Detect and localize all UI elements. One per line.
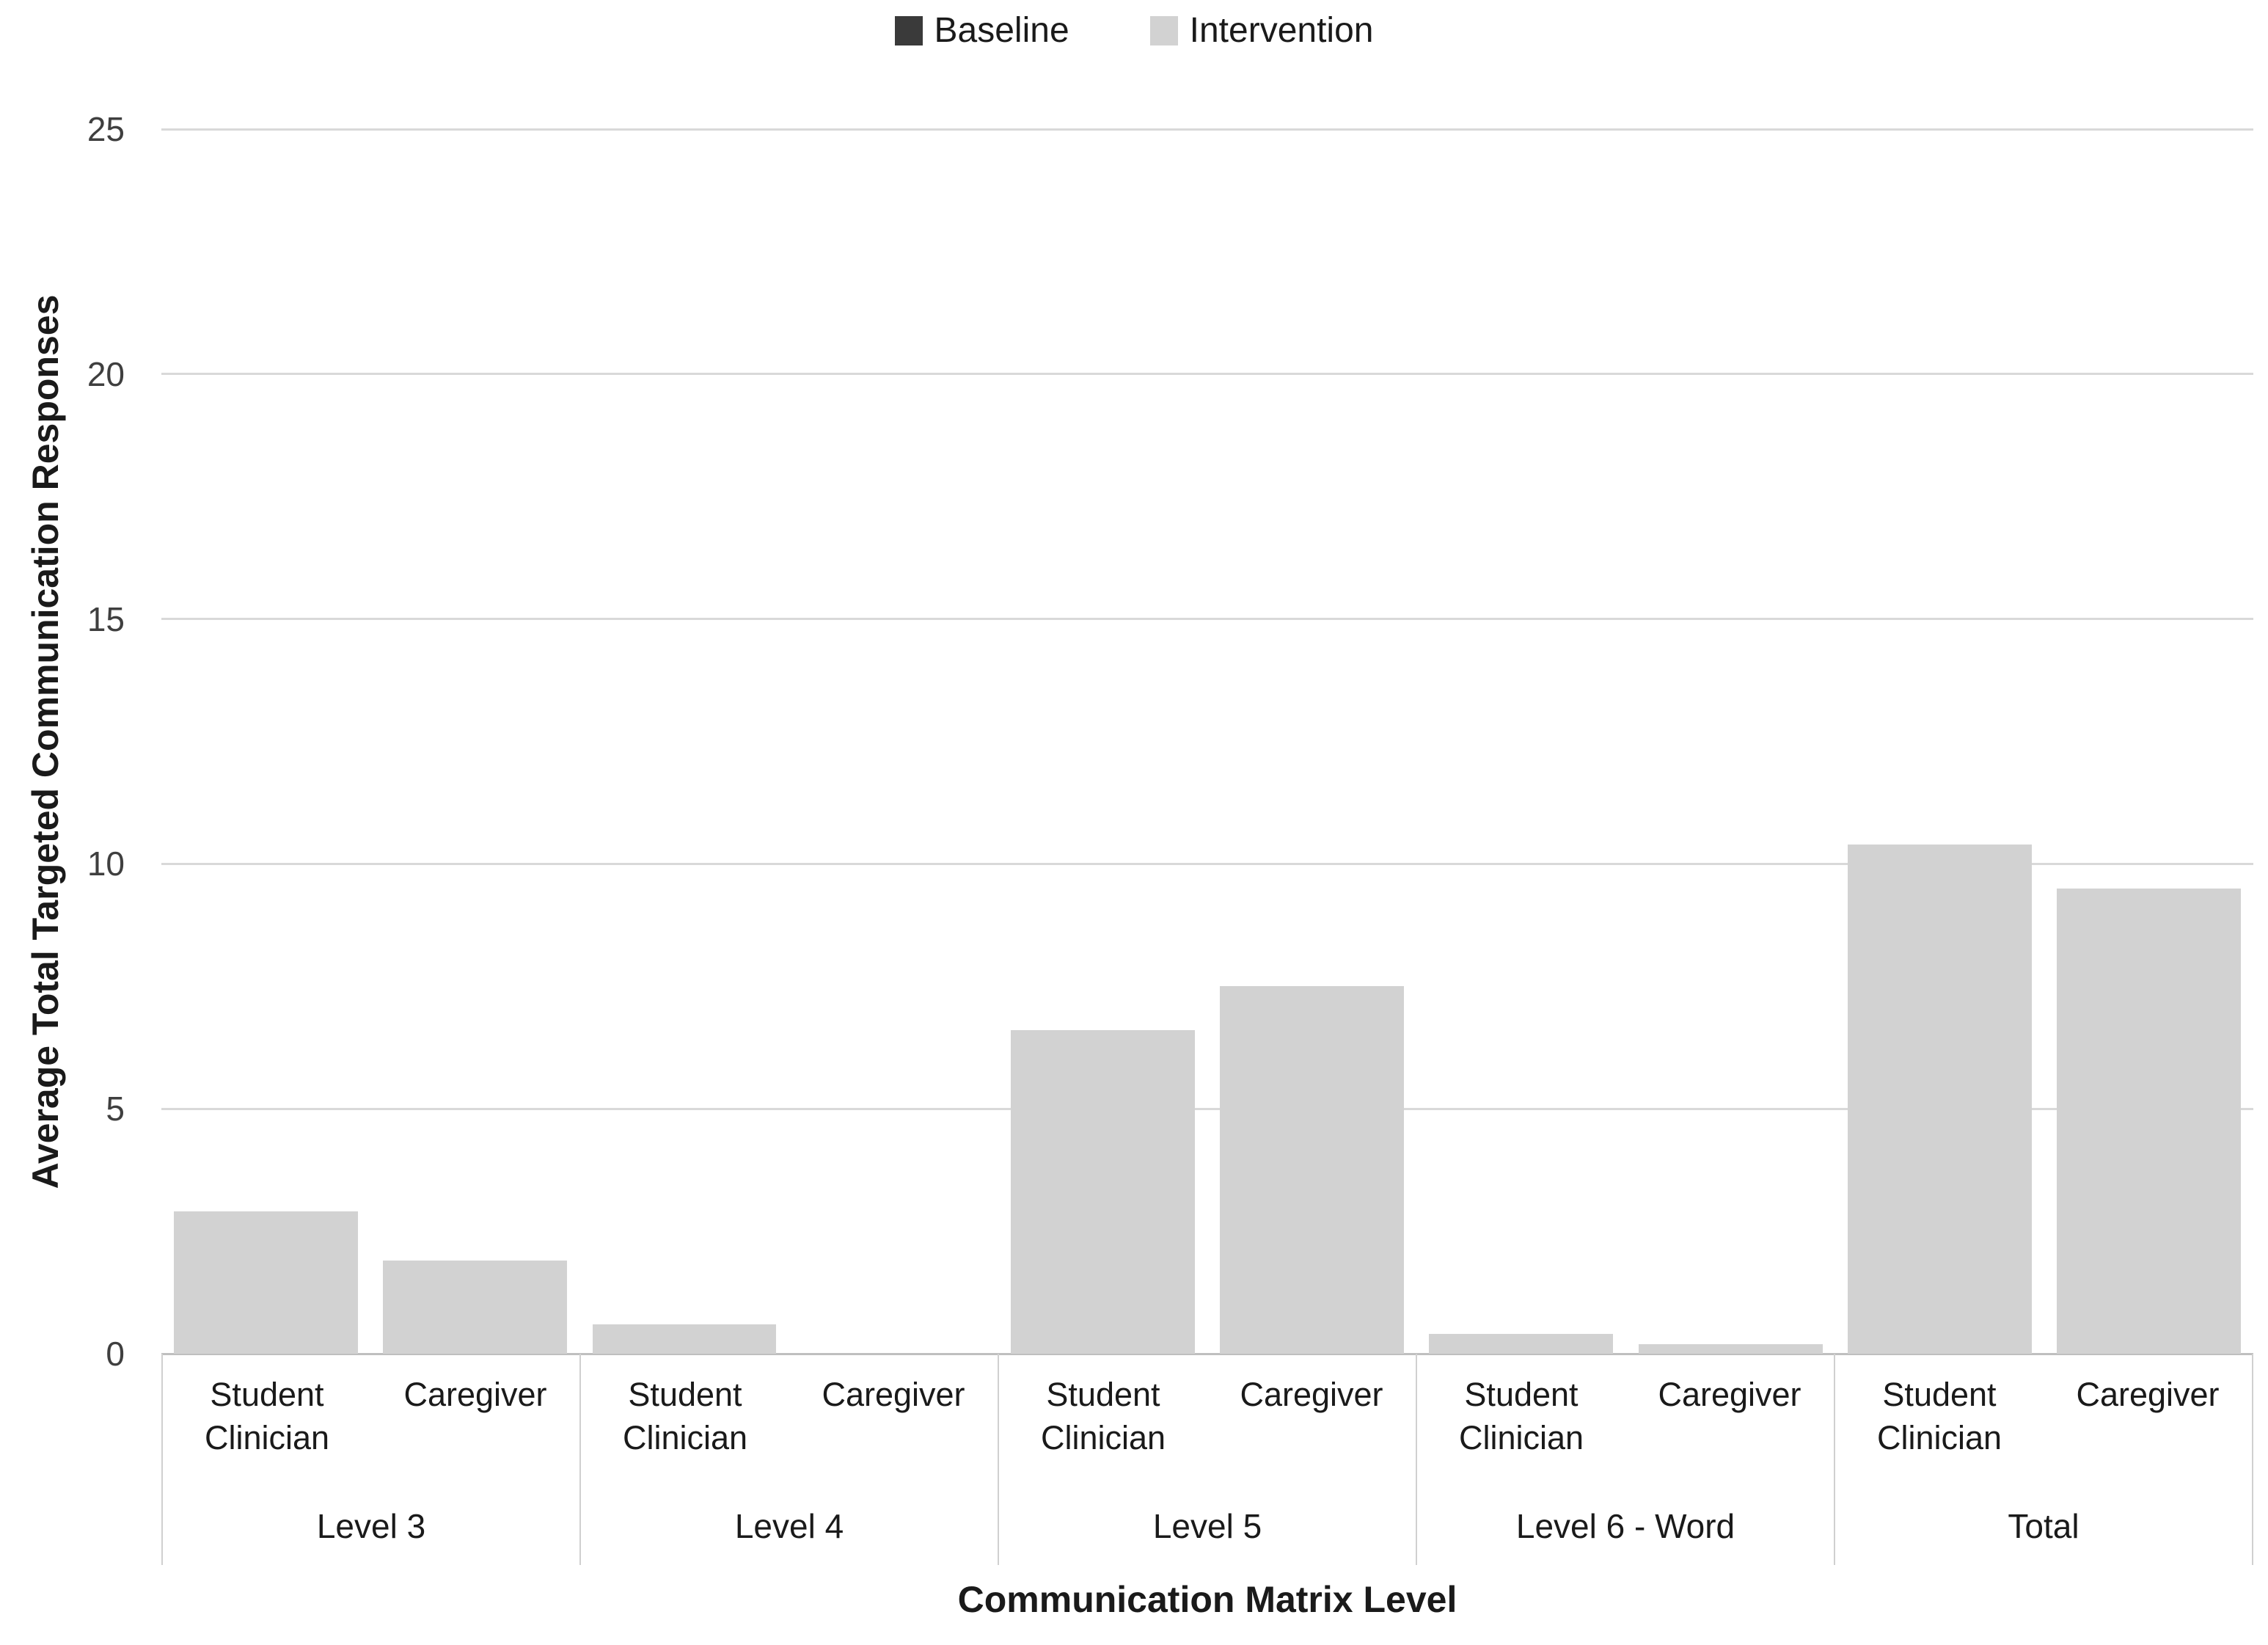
bars-layer (161, 129, 2253, 1354)
category-label-level-6-word-caregiver: Caregiver (1658, 1376, 1801, 1413)
y-tick-label-10: 10 (87, 845, 125, 883)
legend-label: Baseline (934, 11, 1069, 50)
legend-label: Intervention (1189, 11, 1374, 50)
bar-slot-level-6-word-caregiver (1625, 129, 1834, 1354)
bar-slot-level-4-caregiver (789, 129, 998, 1354)
bar-slot-level-6-word-student-clinician (1416, 129, 1625, 1354)
category-label-total-caregiver: Caregiver (2076, 1376, 2220, 1413)
bar-slot-level-5-student-clinician (998, 129, 1207, 1354)
bar-level-3-caregiver-intervention (383, 1261, 568, 1354)
bar-group-level-5 (998, 129, 1416, 1354)
category-label-level-4-student-clinician: Student Clinician (622, 1376, 748, 1457)
group-label-level-4: Level 4 (734, 1507, 844, 1545)
category-label-level-5-caregiver: Caregiver (1240, 1376, 1383, 1413)
bar-level-6-word-caregiver-intervention (1638, 1343, 1823, 1354)
category-label-level-5-student-clinician: Student Clinician (1040, 1376, 1166, 1457)
group-label-level-3: Level 3 (316, 1507, 426, 1545)
bar-group-total (1835, 129, 2253, 1354)
bar-slot-level-4-student-clinician (579, 129, 789, 1354)
bar-group-level-3 (161, 129, 579, 1354)
y-tick-label-25: 25 (87, 110, 125, 148)
category-label-level-3-student-clinician: Student Clinician (204, 1376, 330, 1457)
bar-level-3-student-clinician-intervention (174, 1211, 359, 1354)
bar-level-5-student-clinician-intervention (1010, 1030, 1195, 1354)
bar-slot-total-student-clinician (1835, 129, 2044, 1354)
gridline-25 (161, 128, 2253, 131)
group-label-total: Total (2008, 1507, 2079, 1545)
gridline-15 (161, 618, 2253, 621)
band-subrow: Student Clinician Caregiver (1835, 1354, 2252, 1498)
x-axis-line (161, 1352, 2253, 1355)
intervention-swatch-icon (1149, 15, 1178, 45)
bar-level-4-student-clinician-intervention (592, 1324, 777, 1354)
bar-total-caregiver-intervention (2056, 888, 2241, 1354)
group-label-level-5: Level 5 (1152, 1507, 1262, 1545)
band-group-level-5: Student Clinician Caregiver Level 5 (998, 1354, 1416, 1565)
category-label-level-4-caregiver: Caregiver (822, 1376, 965, 1413)
bar-total-student-clinician-intervention (1847, 844, 2032, 1354)
bar-level-6-word-student-clinician-intervention (1429, 1334, 1614, 1354)
category-label-level-3-caregiver: Caregiver (403, 1376, 547, 1413)
category-label-level-6-word-student-clinician: Student Clinician (1458, 1376, 1584, 1457)
bar-group-level-6-word (1416, 129, 1834, 1354)
y-tick-label-5: 5 (106, 1090, 125, 1128)
bar-group-level-4 (579, 129, 998, 1354)
y-axis-title: Average Total Targeted Communication Res… (25, 294, 66, 1189)
bar-slot-level-3-caregiver (370, 129, 579, 1354)
bar-slot-level-5-caregiver (1207, 129, 1416, 1354)
band-subrow: Student Clinician Caregiver (999, 1354, 1416, 1498)
band-subrow: Student Clinician Caregiver (581, 1354, 998, 1498)
category-label-total-student-clinician: Student Clinician (1876, 1376, 2002, 1457)
baseline-swatch-icon (894, 15, 923, 45)
y-tick-label-0: 0 (106, 1335, 125, 1373)
bar-slot-level-3-student-clinician (161, 129, 370, 1354)
band-subrow: Student Clinician Caregiver (163, 1354, 579, 1498)
bar-slot-total-caregiver (2044, 129, 2253, 1354)
x-axis-title: Communication Matrix Level (957, 1579, 1457, 1620)
y-tick-label-20: 20 (87, 354, 125, 393)
legend-item-baseline: Baseline (894, 10, 1069, 51)
band-subrow: Student Clinician Caregiver (1417, 1354, 1834, 1498)
group-label-level-6-word: Level 6 - Word (1515, 1507, 1735, 1545)
bar-level-5-caregiver-intervention (1220, 986, 1405, 1354)
band-group-total: Student Clinician Caregiver Total (1834, 1354, 2253, 1565)
band-group-level-3: Student Clinician Caregiver Level 3 (161, 1354, 579, 1565)
band-group-level-6-word: Student Clinician Caregiver Level 6 - Word (1416, 1354, 1834, 1565)
band-group-level-4: Student Clinician Caregiver Level 4 (579, 1354, 998, 1565)
gridline-5 (161, 1107, 2253, 1110)
gridline-20 (161, 373, 2253, 376)
y-tick-label-15: 15 (87, 599, 125, 638)
gridline-10 (161, 862, 2253, 865)
legend: Baseline Intervention (0, 10, 2268, 51)
category-band: Student Clinician Caregiver Level 3 Student… (161, 1354, 2253, 1565)
legend-item-intervention: Intervention (1149, 10, 1374, 51)
